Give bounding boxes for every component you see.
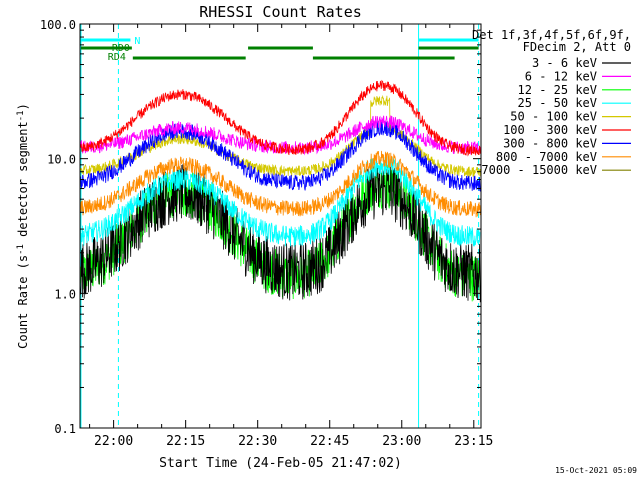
legend-entry-label: 50 - 100 keV (510, 110, 597, 124)
y-label-part: detector segment (16, 121, 30, 244)
y-axis-label: Count Rate (s-1 detector segment-1) (16, 103, 30, 349)
x-tick-label: 22:30 (238, 434, 277, 449)
legend-header-line: FDecim 2, Att 0 (523, 40, 631, 54)
y-label-superscript: -1 (16, 110, 26, 121)
legend-entry-label: 3 - 6 keV (532, 56, 597, 70)
series-line-300-800-keV (80, 120, 481, 192)
y-tick-label: 10.0 (47, 153, 76, 167)
y-label-part: Count Rate (s (16, 255, 30, 349)
plot-frame (79, 23, 482, 429)
x-tick-label: 22:00 (94, 434, 133, 449)
legend-entry-label: 7000 - 15000 keV (481, 163, 597, 177)
x-tick-label: 23:00 (382, 434, 421, 449)
series-line-25-50-keV (80, 154, 481, 248)
y-tick-label: 100.0 (40, 18, 76, 32)
x-axis-label: Start Time (24-Feb-05 21:47:02) (159, 456, 402, 471)
y-tick-label: 1.0 (54, 287, 76, 301)
x-tick-label: 23:15 (454, 434, 493, 449)
flag-label-n: N (134, 36, 140, 47)
legend-entry-label: 800 - 7000 keV (496, 150, 597, 164)
series-line-100-300-keV (80, 79, 481, 157)
y-label-superscript: -1 (16, 244, 26, 255)
x-tick-label: 22:45 (310, 434, 349, 449)
legend-entry-label: 12 - 25 keV (518, 83, 597, 97)
legend-entry-label: 300 - 800 keV (503, 136, 597, 150)
legend-entry-label: 25 - 50 keV (518, 96, 597, 110)
flag-label-rd0: RD0 (112, 43, 130, 54)
flag-label-rd4: RD4 (108, 52, 126, 63)
legend-header-line: Det 1f,3f,4f,5f,6f,9f, (472, 28, 631, 42)
timestamp: 15-Oct-2021 05:09 (555, 466, 637, 475)
series-line-800-7000-keV (80, 150, 481, 218)
legend-entry-label: 6 - 12 keV (525, 69, 597, 83)
x-tick-label: 22:15 (166, 434, 205, 449)
chart-title: RHESSI Count Rates (199, 3, 362, 21)
legend-entry-label: 100 - 300 keV (503, 123, 597, 137)
y-label-part: ) (16, 103, 30, 110)
y-tick-label: 0.1 (54, 422, 76, 436)
